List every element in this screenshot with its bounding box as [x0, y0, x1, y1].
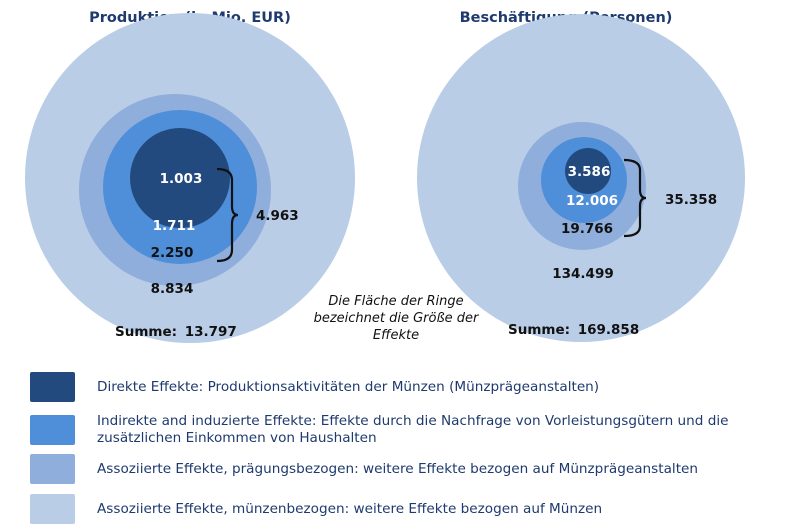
legend-swatch: [30, 372, 75, 402]
legend-item-indirect: Indirekte and induzierte Effekte: Effekt…: [30, 413, 787, 447]
legend-item-money-assoc: Assoziierte Effekte, münzenbezogen: weit…: [30, 494, 602, 524]
value-label-direct: 1.003: [160, 171, 203, 187]
total-prefix: Summe:: [508, 322, 570, 338]
value-label-indirect: 12.006: [566, 193, 618, 209]
bracket: [216, 167, 239, 263]
value-label-money-assoc: 8.834: [151, 281, 194, 297]
legend-swatch: [30, 454, 75, 484]
area-note: Die Fläche der Ringe bezeichnet die Größ…: [314, 294, 480, 343]
value-label-coin-assoc: 2.250: [151, 245, 194, 261]
legend-item-coin-assoc: Assoziierte Effekte, prägungsbezogen: we…: [30, 454, 698, 484]
bracket-label: 35.358: [665, 192, 717, 208]
total-value: 13.797: [185, 324, 237, 340]
note-line: Effekte: [373, 328, 419, 343]
total-value: 169.858: [578, 322, 640, 338]
total-label: Summe: 13.797: [115, 324, 237, 340]
legend-label: Indirekte and induzierte Effekte: Effekt…: [97, 413, 729, 446]
legend-swatch: [30, 415, 75, 445]
legend-label: Assoziierte Effekte, münzenbezogen: weit…: [97, 500, 603, 517]
value-label-direct: 3.586: [568, 164, 611, 180]
total-label: Summe: 169.858: [508, 322, 639, 338]
bracket-label: 4.963: [256, 208, 299, 224]
legend-swatch: [30, 494, 75, 524]
ring-direct: [130, 128, 230, 228]
chart-produktion: Produktion (in Mio. EUR) 1.003 1.711 2.2…: [25, 10, 355, 343]
legend-label: Direkte Effekte: Produktionsaktivitäten …: [97, 378, 600, 395]
note-line: bezeichnet die Größe der: [314, 311, 480, 326]
total-prefix: Summe:: [115, 324, 177, 340]
value-label-money-assoc: 134.499: [552, 266, 614, 282]
value-label-coin-assoc: 19.766: [561, 221, 613, 237]
bracket: [623, 158, 647, 238]
chart-beschaeftigung: Beschäftigung (Personen) 3.586 12.006 19…: [417, 10, 745, 342]
ring-direct: [565, 148, 611, 194]
legend-label: Assoziierte Effekte, prägungsbezogen: we…: [97, 460, 698, 477]
value-label-indirect: 1.711: [153, 218, 196, 234]
legend-item-direct: Direkte Effekte: Produktionsaktivitäten …: [30, 372, 599, 402]
note-line: Die Fläche der Ringe: [328, 294, 463, 309]
